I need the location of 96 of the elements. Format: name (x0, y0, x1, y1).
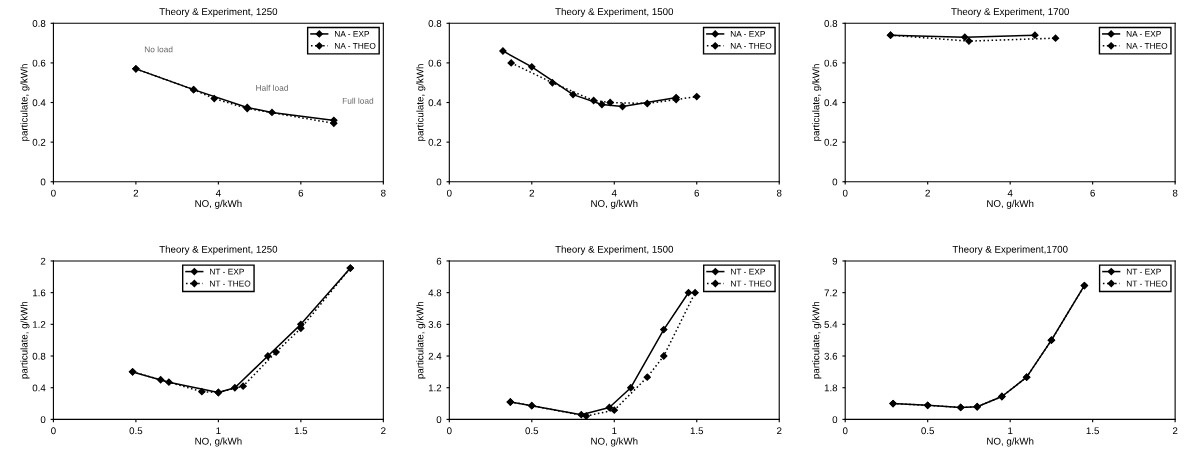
y-tick-label: 0 (436, 178, 442, 186)
x-tick-label: 0 (446, 189, 452, 197)
y-tick-label: 0 (832, 178, 838, 186)
x-tick-label: 4 (1007, 189, 1013, 197)
chart-title: Theory & Experiment, 1250 (159, 245, 278, 255)
y-axis-title: particulate, g/kWh (20, 301, 30, 379)
x-tick-label: 1 (612, 427, 617, 435)
chart-title: Theory & Experiment, 1500 (555, 245, 674, 255)
x-tick-label: 6 (694, 189, 700, 197)
y-tick-label: 7.2 (824, 289, 838, 297)
y-tick-label: 0.2 (32, 138, 46, 146)
y-tick-label: 0 (40, 416, 46, 424)
y-tick-label: 2.4 (428, 352, 442, 360)
legend-label: NA - THEO (730, 42, 772, 49)
y-tick-label: 1.6 (33, 289, 46, 297)
y-tick-label: 6 (436, 257, 442, 265)
y-tick-label: 0.2 (824, 138, 838, 146)
y-tick-label: 0.4 (428, 99, 442, 107)
y-tick-label: 0.8 (428, 20, 442, 27)
legend-label: NA - EXP (730, 31, 765, 37)
legend-label: NA - EXP (334, 31, 370, 37)
annotation: No load (144, 46, 173, 53)
x-tick-label: 2 (529, 189, 535, 197)
y-tick-label: 5.4 (824, 321, 838, 328)
x-tick-label: 0 (51, 427, 56, 435)
x-tick-label: 6 (298, 189, 304, 197)
x-tick-label: 0 (842, 427, 848, 435)
x-axis-title: NO, g/kWh (195, 199, 242, 209)
legend-label: NA - EXP (1126, 31, 1161, 37)
y-tick-label: 2 (40, 257, 46, 265)
x-tick-label: 1 (216, 427, 221, 435)
x-tick-label: 2 (133, 189, 139, 197)
x-tick-label: 2 (925, 189, 930, 197)
legend-label: NT - EXP (210, 268, 244, 275)
chart-title: Theory & Experiment,1700 (952, 245, 1068, 255)
x-tick-label: 6 (1090, 189, 1095, 197)
x-tick-label: 2 (381, 427, 386, 435)
y-axis-title: particulate, g/kWh (20, 64, 30, 141)
y-tick-label: 0.2 (428, 138, 442, 146)
y-tick-label: 0 (40, 178, 46, 186)
y-tick-label: 0.4 (824, 99, 838, 107)
y-tick-label: 0.6 (32, 59, 46, 67)
x-axis-title: NO, g/kWh (591, 199, 638, 209)
y-tick-label: 1.2 (428, 384, 442, 392)
chart-title: Theory & Experiment, 1700 (951, 7, 1069, 17)
x-tick-label: 0.5 (921, 427, 935, 435)
legend-label: NT - EXP (1126, 268, 1161, 275)
y-tick-label: 0 (832, 416, 838, 424)
legend-label: NA - THEO (334, 42, 376, 49)
x-tick-label: 1.5 (1086, 427, 1099, 435)
legend-label: NT - THEO (1126, 280, 1168, 287)
y-tick-label: 1.8 (824, 384, 838, 392)
x-axis-title: NO, g/kWh (591, 437, 638, 447)
y-tick-label: 0.8 (32, 20, 46, 27)
x-tick-label: 0 (842, 189, 848, 197)
y-tick-label: 9 (832, 257, 838, 265)
x-tick-label: 0.5 (129, 427, 143, 435)
annotation: Half load (256, 84, 288, 91)
x-tick-label: 8 (776, 189, 782, 197)
y-tick-label: 0.4 (32, 99, 46, 107)
x-tick-label: 1.5 (294, 427, 308, 435)
x-tick-label: 8 (1172, 189, 1178, 197)
x-tick-label: 1.5 (690, 427, 704, 435)
x-axis-title: NO, g/kWh (987, 437, 1034, 447)
x-tick-label: 8 (381, 189, 386, 197)
legend-label: NT - THEO (731, 280, 772, 287)
chart-title: Theory & Experiment, 1500 (555, 7, 674, 17)
chart-title: Theory & Experiment, 1250 (159, 7, 278, 17)
x-axis-title: NO, g/kWh (195, 437, 242, 447)
legend-label: NT - THEO (210, 280, 251, 287)
y-tick-label: 0 (436, 416, 442, 424)
x-tick-label: 0.5 (525, 427, 539, 435)
x-tick-label: 2 (777, 427, 782, 435)
y-tick-label: 0.6 (824, 59, 838, 67)
x-tick-label: 4 (215, 189, 221, 197)
y-axis-title: particulate, g/kWh (416, 301, 426, 379)
y-axis-title: particulate, g/kWh (416, 64, 426, 141)
x-tick-label: 2 (1172, 427, 1178, 435)
y-tick-label: 1.2 (33, 321, 46, 328)
x-tick-label: 4 (611, 189, 617, 197)
y-tick-label: 3.6 (824, 352, 838, 360)
y-axis-title: particulate, g/kWh (812, 301, 822, 379)
y-axis-title: particulate, g/kWh (812, 64, 822, 141)
y-tick-label: 0.8 (824, 20, 838, 27)
annotation: Full load (342, 97, 374, 104)
y-tick-label: 4.8 (428, 289, 442, 297)
y-tick-label: 0.8 (32, 352, 46, 360)
y-tick-label: 0.6 (428, 59, 442, 67)
legend-label: NT - EXP (731, 268, 765, 275)
y-tick-label: 0.4 (32, 384, 46, 392)
x-tick-label: 0 (51, 189, 56, 197)
x-tick-label: 0 (446, 427, 452, 435)
x-tick-label: 1 (1008, 427, 1013, 435)
legend-label: NA - THEO (1126, 42, 1168, 49)
y-tick-label: 3.6 (428, 321, 442, 328)
x-axis-title: NO, g/kWh (987, 199, 1034, 209)
